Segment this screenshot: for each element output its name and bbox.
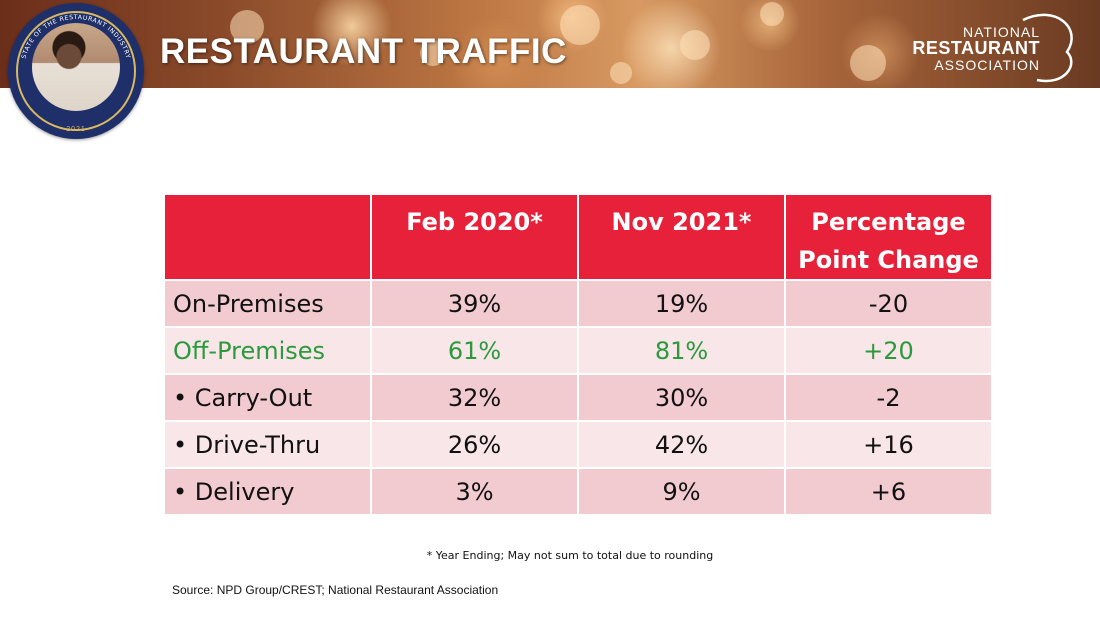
nov2021-value: 9% — [577, 467, 786, 516]
table-row: • Drive-Thru 26% 42% +16 — [163, 420, 993, 469]
row-label: Off-Premises — [163, 326, 372, 375]
header-banner — [0, 0, 1100, 88]
header-cell-empty — [163, 193, 372, 281]
header-cell-nov2021: Nov 2021* — [577, 193, 786, 281]
badge-year: 2021 — [66, 126, 86, 133]
table-header-row: Feb 2020* Nov 2021* Percentage Point Cha… — [163, 193, 993, 281]
bokeh-light — [610, 62, 632, 84]
footnote: * Year Ending; May not sum to total due … — [426, 549, 714, 562]
table-row: Off-Premises 61% 81% +20 — [163, 326, 993, 375]
row-label: • Carry-Out — [163, 373, 372, 422]
logo-line-association: ASSOCIATION — [934, 57, 1040, 73]
feb2020-value: 61% — [370, 326, 579, 375]
nov2021-value: 30% — [577, 373, 786, 422]
feb2020-value: 39% — [370, 279, 579, 328]
nov2021-value: 19% — [577, 279, 786, 328]
header-cell-change: Percentage Point Change — [784, 193, 993, 281]
bokeh-light — [850, 45, 886, 81]
page-title: RESTAURANT TRAFFIC — [160, 32, 567, 71]
nov2021-value: 42% — [577, 420, 786, 469]
bokeh-light — [420, 40, 446, 66]
bokeh-light — [560, 5, 600, 45]
badge-photo — [32, 23, 120, 111]
change-value: +20 — [784, 326, 993, 375]
source-citation: Source: NPD Group/CREST; National Restau… — [172, 583, 499, 597]
feb2020-value: 26% — [370, 420, 579, 469]
logo-swoosh-icon — [1022, 13, 1073, 83]
row-label: • Delivery — [163, 467, 372, 516]
bokeh-light — [760, 2, 784, 26]
logo-line-national: NATIONAL — [963, 24, 1040, 40]
bokeh-light — [230, 10, 264, 44]
table-row: • Carry-Out 32% 30% -2 — [163, 373, 993, 422]
logo-line-restaurant: RESTAURANT — [912, 38, 1040, 58]
badge-ring — [16, 11, 136, 131]
table-row: On-Premises 39% 19% -20 — [163, 279, 993, 328]
change-value: +6 — [784, 467, 993, 516]
feb2020-value: 3% — [370, 467, 579, 516]
header-change-text: Percentage Point Change — [798, 208, 979, 274]
nov2021-value: 81% — [577, 326, 786, 375]
header-cell-feb2020: Feb 2020* — [370, 193, 579, 281]
state-of-industry-badge: STATE OF THE RESTAURANT INDUSTRY 2021 — [8, 3, 144, 139]
traffic-table: Feb 2020* Nov 2021* Percentage Point Cha… — [163, 193, 993, 516]
row-label: On-Premises — [163, 279, 372, 328]
row-label: • Drive-Thru — [163, 420, 372, 469]
change-value: -20 — [784, 279, 993, 328]
table-row: • Delivery 3% 9% +6 — [163, 467, 993, 516]
nra-logo: NATIONAL RESTAURANT ASSOCIATION — [905, 12, 1095, 83]
change-value: -2 — [784, 373, 993, 422]
bokeh-light — [680, 30, 710, 60]
change-value: +16 — [784, 420, 993, 469]
feb2020-value: 32% — [370, 373, 579, 422]
